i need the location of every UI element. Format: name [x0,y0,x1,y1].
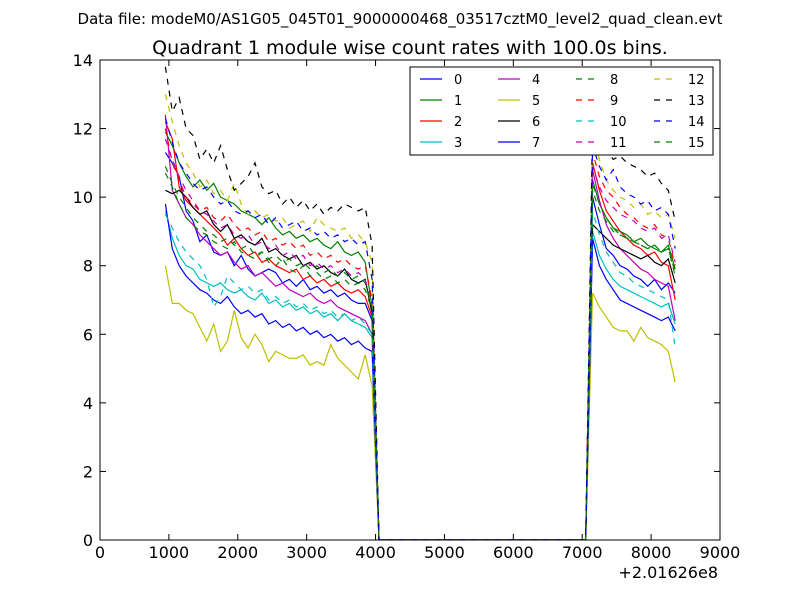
x-tick-label: 0 [95,543,105,562]
x-offset-label: +2.01626e8 [618,563,718,582]
series-line-5 [164,265,676,540]
x-tick-label: 9000 [700,543,741,562]
series-line-2 [164,121,676,540]
legend-label-11: 11 [610,136,627,151]
legend-label-4: 4 [532,73,540,88]
legend-box [409,66,714,156]
x-tick-label: 7000 [562,543,603,562]
suptitle: Data file: modeM0/AS1G05_045T01_90000004… [78,10,723,29]
chart-title: Quadrant 1 module wise count rates with … [152,37,668,59]
x-tick-label: 5000 [424,543,465,562]
legend-label-13: 13 [688,94,705,109]
series-line-15 [164,166,676,540]
legend-label-15: 15 [688,136,705,151]
series-line-13 [164,66,676,540]
legend-label-5: 5 [532,94,540,109]
x-tick-label: 8000 [631,543,672,562]
series-line-1 [164,131,676,540]
series-line-14 [164,118,676,540]
y-tick-label: 10 [73,188,93,207]
y-tick-label: 2 [83,462,93,481]
series-line-9 [164,128,676,540]
legend-label-1: 1 [454,94,462,109]
legend-label-2: 2 [454,115,462,130]
series-layer [164,66,676,540]
y-tick-label: 4 [83,394,93,413]
x-tick-label: 2000 [217,543,258,562]
legend-label-9: 9 [610,94,618,109]
series-line-8 [164,172,676,540]
legend-label-8: 8 [610,73,618,88]
legend-label-6: 6 [532,115,540,130]
legend-label-12: 12 [688,73,705,88]
x-tick-label: 6000 [493,543,534,562]
axes-layer: 0 1000 2000 3000 4000 5000 6000 7000 8000 9000 0 2 4… [73,51,741,562]
x-tick-label: 3000 [286,543,327,562]
series-line-10 [164,210,676,540]
y-tick-label: 6 [83,325,93,344]
legend-label-14: 14 [688,115,705,130]
legend-label-7: 7 [532,136,540,151]
series-line-11 [164,138,676,540]
legend-label-3: 3 [454,136,462,151]
legend-label-0: 0 [454,73,462,88]
series-line-4 [164,114,676,540]
y-tick-label: 12 [73,120,93,139]
y-tick-label: 14 [73,51,93,70]
series-line-6 [165,189,676,540]
series-line-3 [164,210,676,540]
y-tick-label: 8 [83,257,93,276]
x-tick-label: 1000 [149,543,190,562]
series-line-12 [164,94,676,540]
series-line-0 [164,152,676,540]
legend-label-10: 10 [610,115,627,130]
plot-frame [99,59,721,541]
x-tick-label: 4000 [355,543,396,562]
y-tick-label: 0 [83,531,93,550]
